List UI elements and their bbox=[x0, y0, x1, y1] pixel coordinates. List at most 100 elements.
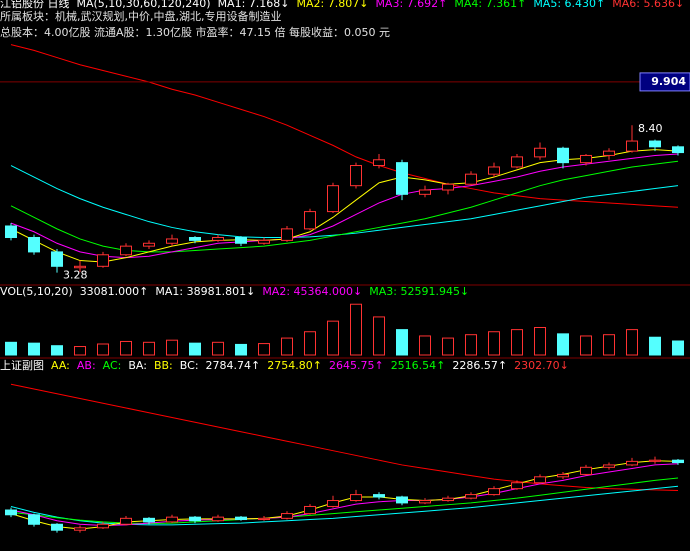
candle-body bbox=[649, 140, 661, 148]
volume-bar bbox=[534, 327, 546, 356]
legend-item: AB: bbox=[77, 359, 96, 372]
volume-bar bbox=[442, 337, 454, 356]
candle-body bbox=[350, 494, 362, 502]
candle-body bbox=[258, 239, 270, 244]
candle-body bbox=[28, 237, 40, 253]
legend-item: AC: bbox=[103, 359, 122, 372]
candle-body bbox=[488, 488, 500, 496]
candle-body bbox=[419, 500, 431, 504]
candle-body bbox=[5, 225, 17, 239]
candle-body bbox=[350, 165, 362, 187]
legend-item: 2302.70↓ bbox=[514, 359, 569, 372]
legend-item: MA5: 6.430↑ bbox=[533, 0, 605, 10]
candle-body bbox=[120, 517, 132, 525]
volume-bar bbox=[97, 343, 109, 356]
volume-bar bbox=[212, 341, 224, 356]
legend-item: BA: bbox=[128, 359, 147, 372]
candle-body bbox=[281, 228, 293, 241]
legend-item: MA2: 7.807↓ bbox=[297, 0, 369, 10]
candle-body bbox=[327, 185, 339, 213]
ma-line bbox=[10, 383, 679, 491]
legend-item: MA3: 52591.945↓ bbox=[369, 285, 469, 298]
legend-item: 33081.000↑ bbox=[80, 285, 149, 298]
candle-body bbox=[97, 254, 109, 267]
candle-body bbox=[28, 514, 40, 525]
legend-item: MA1: 7.168↓ bbox=[218, 0, 290, 10]
stock-ma-legend: 江铝股份 日线 MA(5,10,30,60,120,240) MA1: 7.168↓… bbox=[0, 0, 684, 10]
candle-body bbox=[281, 513, 293, 519]
sector-info: 所属板块：机械,武汉规划,中价,中盘,湖北,专用设备制造业 bbox=[0, 9, 281, 23]
max-price-label: 8.40 bbox=[638, 122, 663, 135]
share-info: 总股本：4.00亿股 流通A股：1.30亿股 市盈率：47.15 倍 每股收益：… bbox=[0, 25, 390, 39]
legend-item: BB: bbox=[154, 359, 173, 372]
volume-bar bbox=[166, 339, 178, 356]
volume-bar bbox=[28, 342, 40, 356]
legend-item: 2286.57↑ bbox=[452, 359, 507, 372]
candle-body bbox=[143, 517, 155, 523]
candle-body bbox=[120, 245, 132, 256]
candle-body bbox=[143, 242, 155, 247]
legend-item: 2645.75↑ bbox=[329, 359, 384, 372]
price-marker-box bbox=[639, 72, 690, 92]
ma-line bbox=[10, 44, 679, 208]
candle-body bbox=[580, 154, 592, 164]
candle-body bbox=[373, 159, 385, 167]
legend-item: VOL(5,10,20) bbox=[0, 285, 73, 298]
volume-bar bbox=[51, 345, 63, 356]
candle-body bbox=[626, 460, 638, 466]
volume-bar bbox=[488, 331, 500, 356]
volume-bar bbox=[189, 342, 201, 356]
candle-body bbox=[557, 147, 569, 164]
ma-line bbox=[10, 463, 679, 526]
volume-bar bbox=[258, 343, 270, 356]
volume-bar bbox=[74, 346, 86, 356]
candle-body bbox=[672, 146, 684, 154]
volume-bar bbox=[557, 333, 569, 356]
candle-body bbox=[488, 166, 500, 175]
volume-legend: VOL(5,10,20) 33081.000↑ MA1: 38981.801↓ MA2… bbox=[0, 285, 469, 298]
volume-bar bbox=[304, 331, 316, 356]
volume-bar bbox=[419, 335, 431, 356]
ma-line bbox=[10, 149, 679, 263]
candle-body bbox=[51, 251, 63, 267]
volume-bar bbox=[626, 329, 638, 356]
price-marker-label: 9.904 bbox=[651, 75, 686, 88]
legend-item: MA6: 5.636↓ bbox=[612, 0, 684, 10]
candle-body bbox=[327, 500, 339, 507]
plot-area bbox=[5, 44, 684, 273]
candle-body bbox=[626, 140, 638, 152]
min-price-label: 3.28 bbox=[63, 269, 88, 282]
volume-bar bbox=[580, 335, 592, 356]
ma-line bbox=[10, 485, 679, 526]
candle-body bbox=[212, 237, 224, 241]
volume-bar bbox=[603, 334, 615, 356]
candle-body bbox=[5, 509, 17, 516]
volume-bar bbox=[672, 340, 684, 356]
candle-body bbox=[557, 473, 569, 478]
candle-body bbox=[304, 211, 316, 230]
candle-body bbox=[97, 523, 109, 529]
volume-bar bbox=[235, 343, 247, 356]
candle-body bbox=[258, 517, 270, 521]
ma-line bbox=[10, 160, 679, 253]
legend-item: MA4: 7.361↑ bbox=[454, 0, 526, 10]
candle-body bbox=[74, 527, 86, 531]
candle-body bbox=[603, 464, 615, 468]
volume-bar bbox=[5, 341, 17, 356]
legend-item: MA1: 38981.801↓ bbox=[155, 285, 255, 298]
legend-item: 2754.80↑ bbox=[267, 359, 322, 372]
candle-body bbox=[235, 237, 247, 244]
legend-item: MA3: 7.692↑ bbox=[375, 0, 447, 10]
plot-area bbox=[5, 383, 684, 533]
candle-body bbox=[672, 459, 684, 464]
candle-body bbox=[511, 482, 523, 490]
volume-bar bbox=[396, 329, 408, 356]
candle-body bbox=[649, 459, 661, 462]
candle-body bbox=[74, 265, 86, 269]
volume-bar bbox=[327, 320, 339, 356]
candle-body bbox=[419, 189, 431, 195]
candle-body bbox=[465, 173, 477, 185]
volume-bar bbox=[649, 336, 661, 356]
